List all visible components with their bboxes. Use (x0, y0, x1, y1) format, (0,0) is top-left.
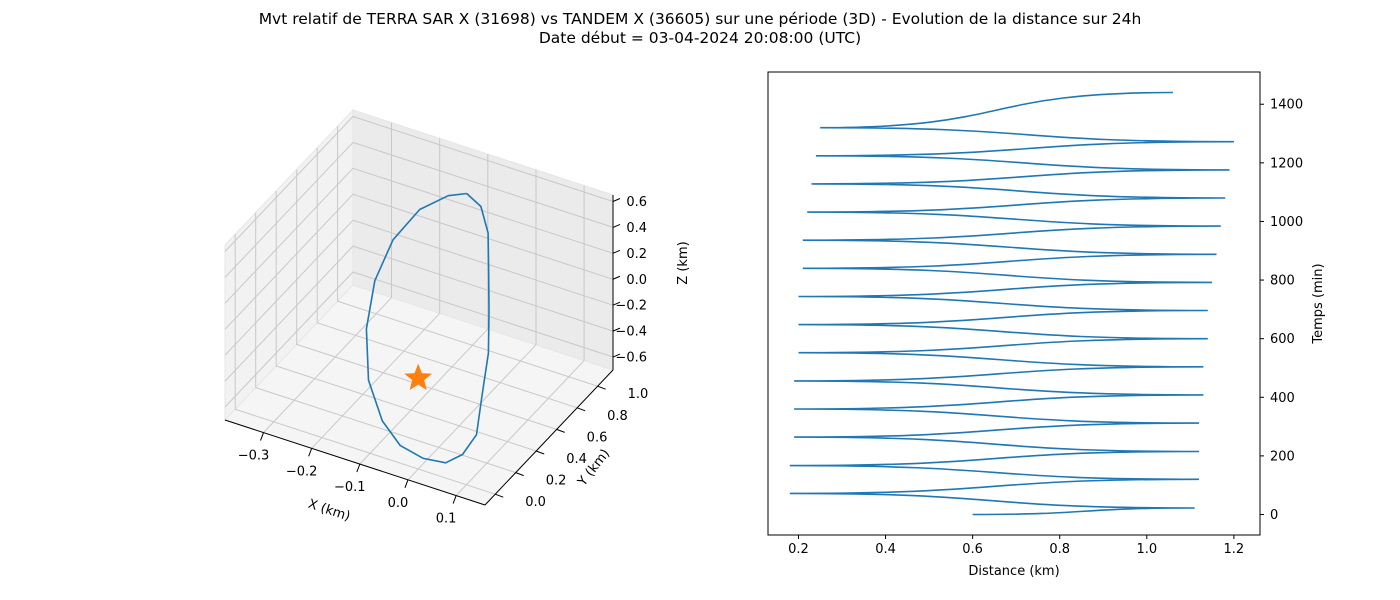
z-tick-mark (612, 301, 621, 306)
z-grid-line (224, 141, 614, 278)
y-tick-label: 0.0 (525, 495, 546, 510)
y-tick-label: 1200 (1270, 156, 1303, 171)
z-tick-mark (612, 198, 621, 202)
x-tick-label: −0.3 (238, 449, 270, 464)
x-tick-label: 0.2 (788, 542, 809, 557)
chart-title-line-2: Date début = 03-04-2024 20:08:00 (UTC) (538, 29, 862, 47)
chart-title-line-1: Mvt relatif de TERRA SAR X (31698) vs TA… (258, 10, 1142, 28)
y-tick-mark (495, 493, 504, 498)
z-tick-mark (612, 249, 621, 254)
trajectory-line (365, 192, 490, 464)
plot-3d: −0.3−0.2−0.10.00.10.00.20.40.60.81.00.60… (224, 108, 691, 527)
x-tick-mark (260, 432, 264, 441)
chart-title: Mvt relatif de TERRA SAR X (31698) vs TA… (0, 10, 1400, 48)
z-tick-label: −0.6 (615, 351, 647, 366)
x-tick-mark (404, 479, 409, 488)
plot-2d: 0.2 0.4 0.6 0.8 1.0 1.2 0 200 400 600 800 1000 1200 1… (767, 71, 1326, 579)
y-tick-mark (536, 450, 545, 455)
y-tick-label: 600 (1270, 332, 1295, 347)
z-tick-mark (612, 275, 621, 280)
x-tick-label: 0.0 (388, 496, 409, 511)
x-tick-label: 1.2 (1224, 542, 1245, 557)
y-tick-mark (597, 385, 606, 390)
y-tick-label: 200 (1270, 449, 1295, 464)
x-tick-label: 1.0 (1136, 542, 1157, 557)
z-tick-label: 0.6 (626, 195, 647, 210)
y-tick-label: 0.4 (566, 452, 587, 467)
distance-series-line (789, 91, 1234, 516)
x-tick-label: 0.6 (962, 542, 983, 557)
y-tick-label: 1400 (1270, 98, 1303, 113)
x-axis-label: X (km) (306, 497, 352, 525)
y-axis-label: Temps (min) (1311, 263, 1326, 344)
z-tick-label: 0.0 (626, 273, 647, 288)
y-tick-mark (556, 428, 565, 433)
z-axis-label: Z (km) (676, 241, 691, 284)
z-tick-mark (612, 327, 621, 332)
y-tick-label: 1.0 (628, 387, 649, 402)
x-tick-mark (356, 463, 361, 473)
z-tick-mark (612, 223, 621, 228)
origin-star-marker (404, 363, 433, 391)
y-tick-label: 800 (1270, 274, 1295, 289)
z-tick-label: 0.2 (626, 247, 647, 262)
x-tick-label: −0.1 (334, 480, 366, 495)
y-tick-label: 0.8 (607, 409, 628, 424)
z-tick-label: 0.4 (626, 221, 647, 236)
x-tick-mark (452, 495, 457, 504)
x-axis-line (224, 419, 486, 506)
z-tick-label: −0.2 (615, 299, 647, 314)
x-tick-label: 0.4 (875, 542, 896, 557)
x-axis-label: Distance (km) (968, 564, 1059, 579)
x-tick-mark (308, 448, 313, 457)
z-grid-line (224, 193, 614, 330)
z-grid-line (224, 219, 614, 356)
y-tick-label: 0.2 (546, 474, 567, 489)
z-grid-line (224, 245, 614, 382)
y-axis-line (484, 369, 614, 506)
y-tick-label: 400 (1270, 391, 1295, 406)
z-tick-label: −0.4 (615, 325, 647, 340)
y-tick-mark (515, 472, 524, 477)
z-tick-mark (612, 353, 621, 358)
z-grid-line (224, 115, 614, 252)
z-grid-line (224, 167, 614, 304)
y-tick-label: 0 (1270, 508, 1278, 523)
plot-2d-frame (767, 71, 1261, 536)
x-tick-label: 0.1 (436, 512, 457, 527)
y-tick-label: 0.6 (587, 430, 608, 445)
z-grid-line (224, 271, 614, 408)
x-tick-label: −0.2 (286, 464, 318, 479)
x-tick-label: 0.8 (1049, 542, 1070, 557)
y-tick-label: 1000 (1270, 215, 1303, 230)
y-tick-mark (576, 407, 586, 412)
